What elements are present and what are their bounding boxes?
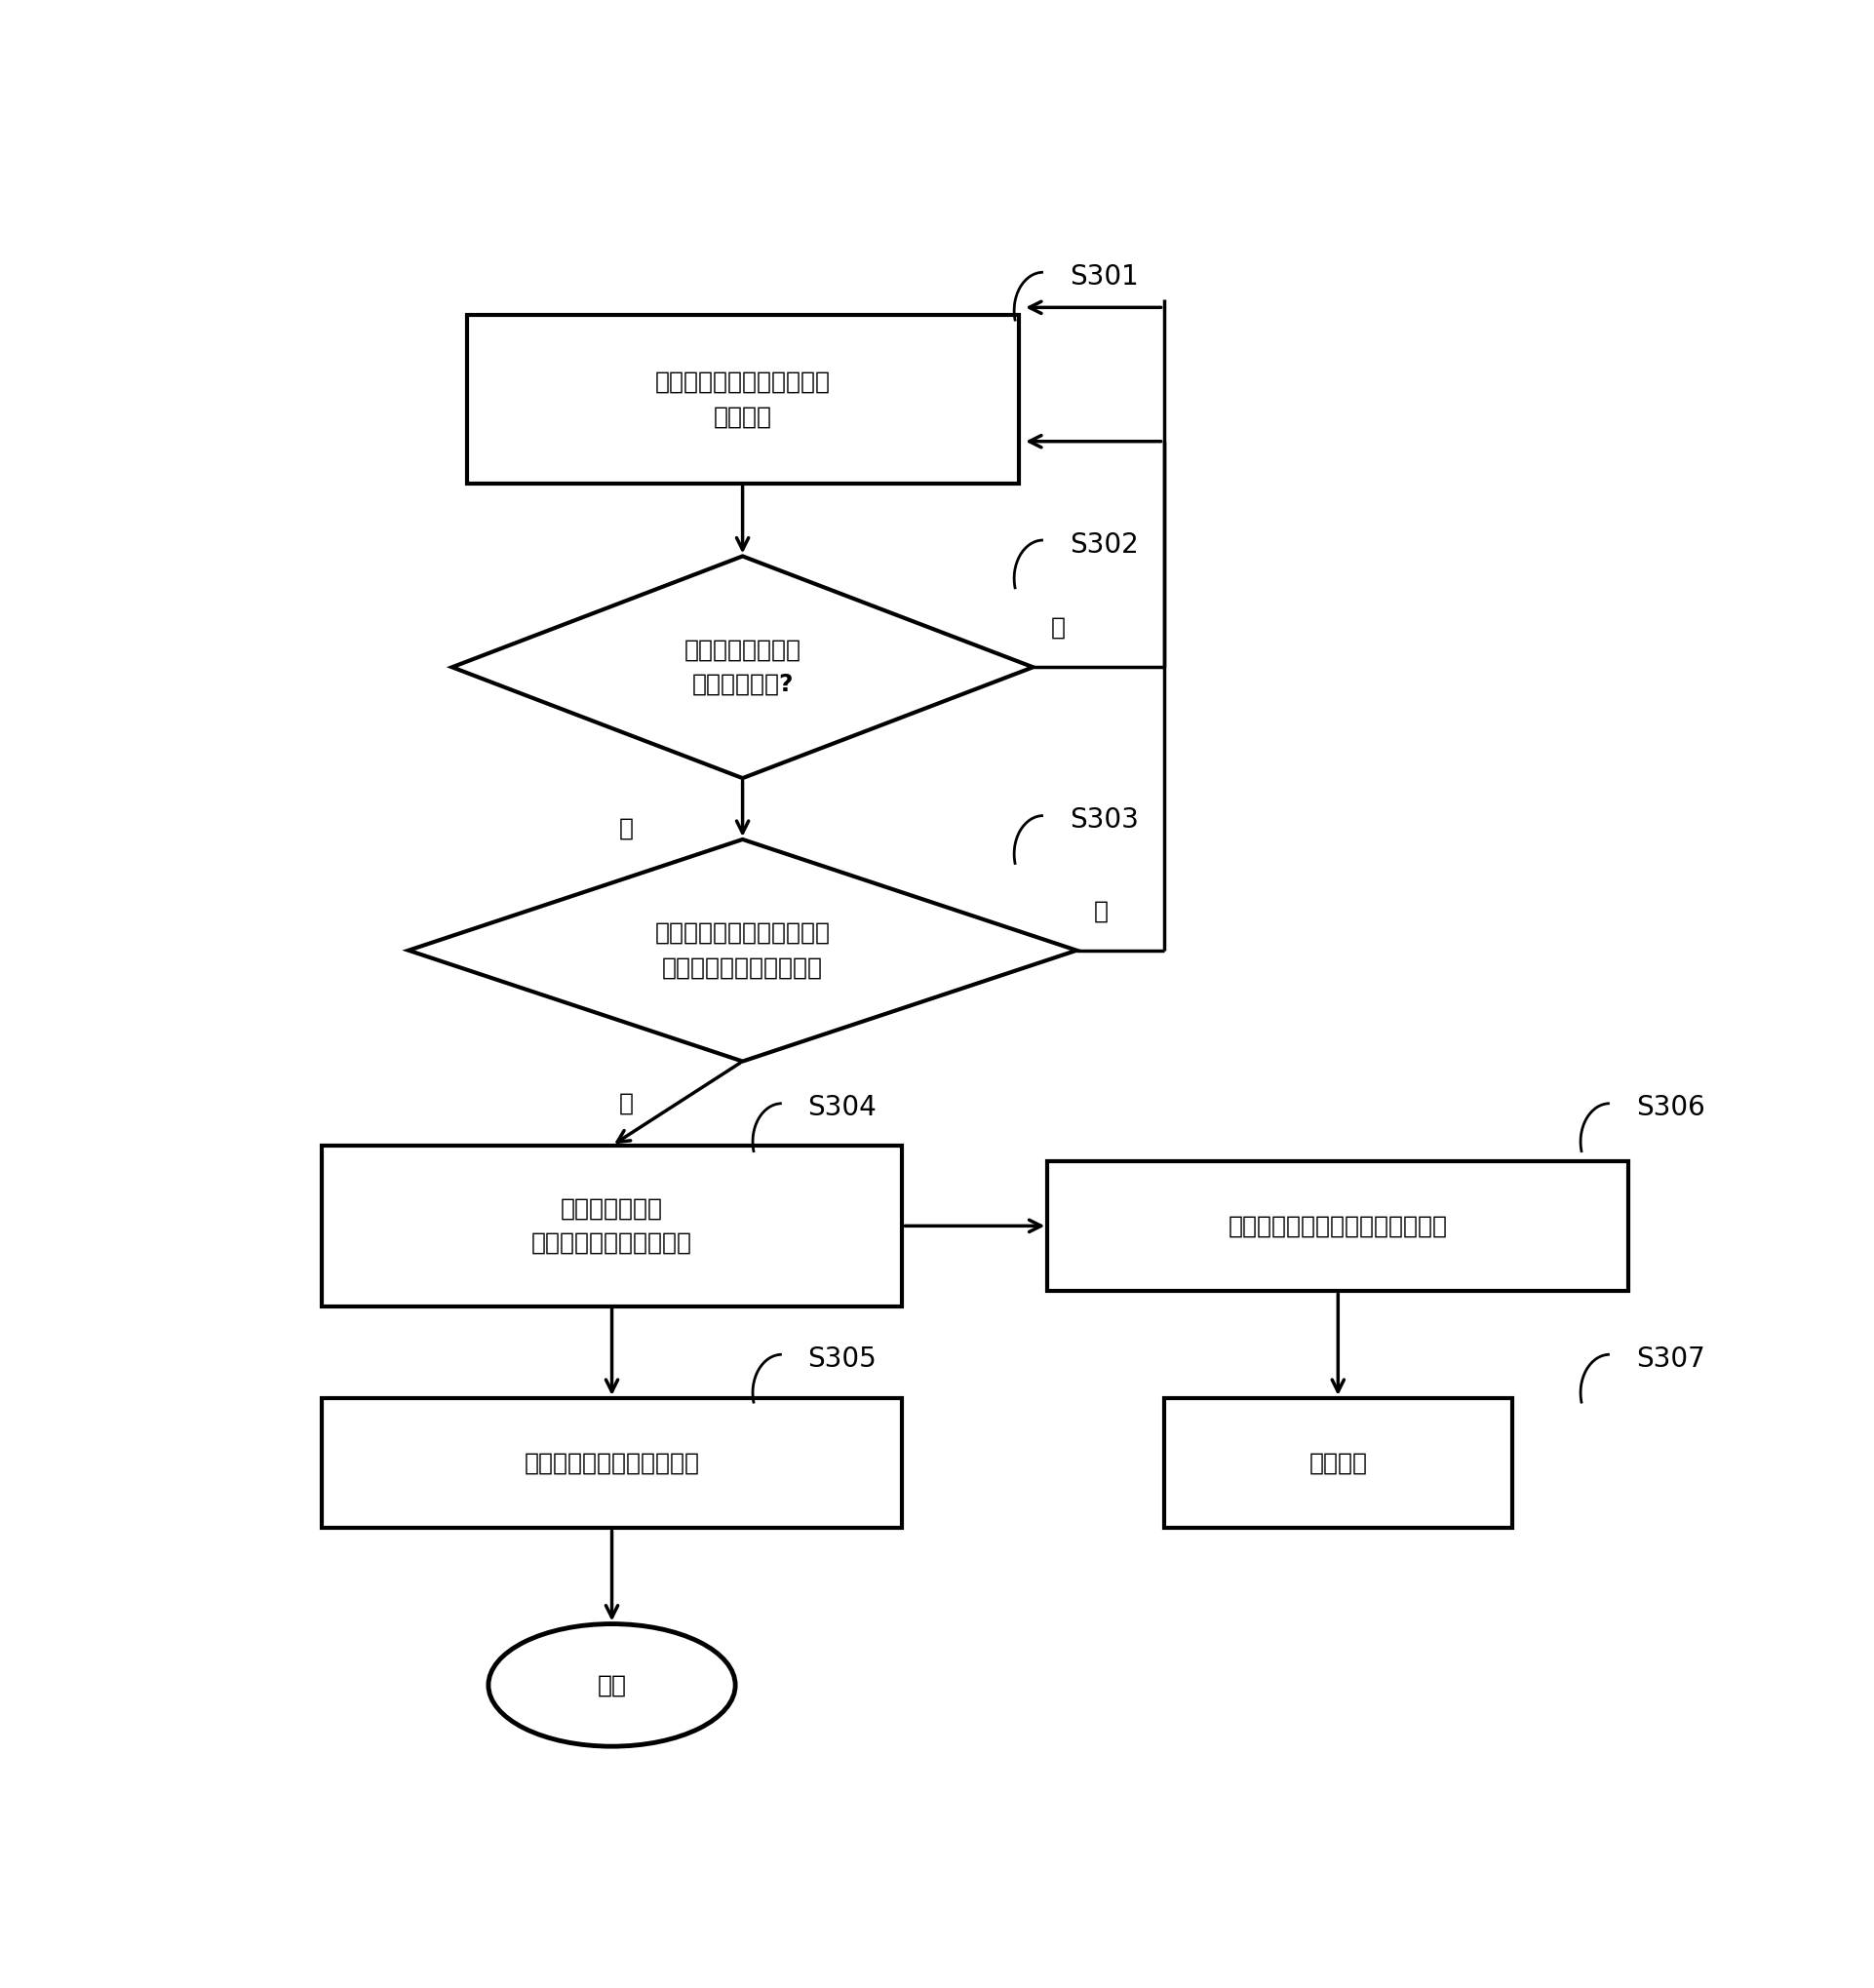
Text: S303: S303 [1070, 807, 1139, 833]
Polygon shape [409, 839, 1076, 1062]
FancyBboxPatch shape [467, 314, 1019, 483]
Text: 从根节点从上向下进行主链路遍历: 从根节点从上向下进行主链路遍历 [1227, 1215, 1449, 1239]
FancyBboxPatch shape [322, 1398, 903, 1529]
FancyBboxPatch shape [1048, 1161, 1629, 1290]
FancyBboxPatch shape [1164, 1398, 1512, 1529]
Text: 否: 否 [1094, 899, 1109, 922]
Text: S301: S301 [1070, 262, 1138, 290]
Text: S305: S305 [808, 1346, 877, 1374]
Polygon shape [452, 557, 1033, 777]
Text: 判断该节点的主时钟是否为
空并且该节点未被遍历过: 判断该节点的主时钟是否为 空并且该节点未被遍历过 [654, 920, 830, 980]
Text: S306: S306 [1636, 1093, 1705, 1121]
Text: S304: S304 [808, 1093, 877, 1121]
FancyBboxPatch shape [322, 1145, 903, 1306]
Text: 是: 是 [618, 1091, 633, 1115]
Ellipse shape [489, 1624, 735, 1745]
Text: 结束: 结束 [598, 1674, 626, 1698]
Text: 是: 是 [1051, 616, 1064, 640]
Text: 遍历同步网络拓扑副本中的
所有节点: 遍历同步网络拓扑副本中的 所有节点 [654, 370, 830, 427]
Text: 对各该孤岛根节点进行记录: 对各该孤岛根节点进行记录 [525, 1451, 699, 1475]
Text: 发现同步孤岛，
回溯各孤岛节点的根节点: 发现同步孤岛， 回溯各孤岛节点的根节点 [532, 1197, 692, 1254]
Text: S307: S307 [1636, 1346, 1705, 1374]
Text: 否: 否 [618, 817, 633, 839]
Text: S302: S302 [1070, 531, 1138, 559]
Text: 判断该节点是否为
一级时钟节点?: 判断该节点是否为 一级时钟节点? [684, 638, 800, 696]
Text: 表格记录: 表格记录 [1308, 1451, 1368, 1475]
